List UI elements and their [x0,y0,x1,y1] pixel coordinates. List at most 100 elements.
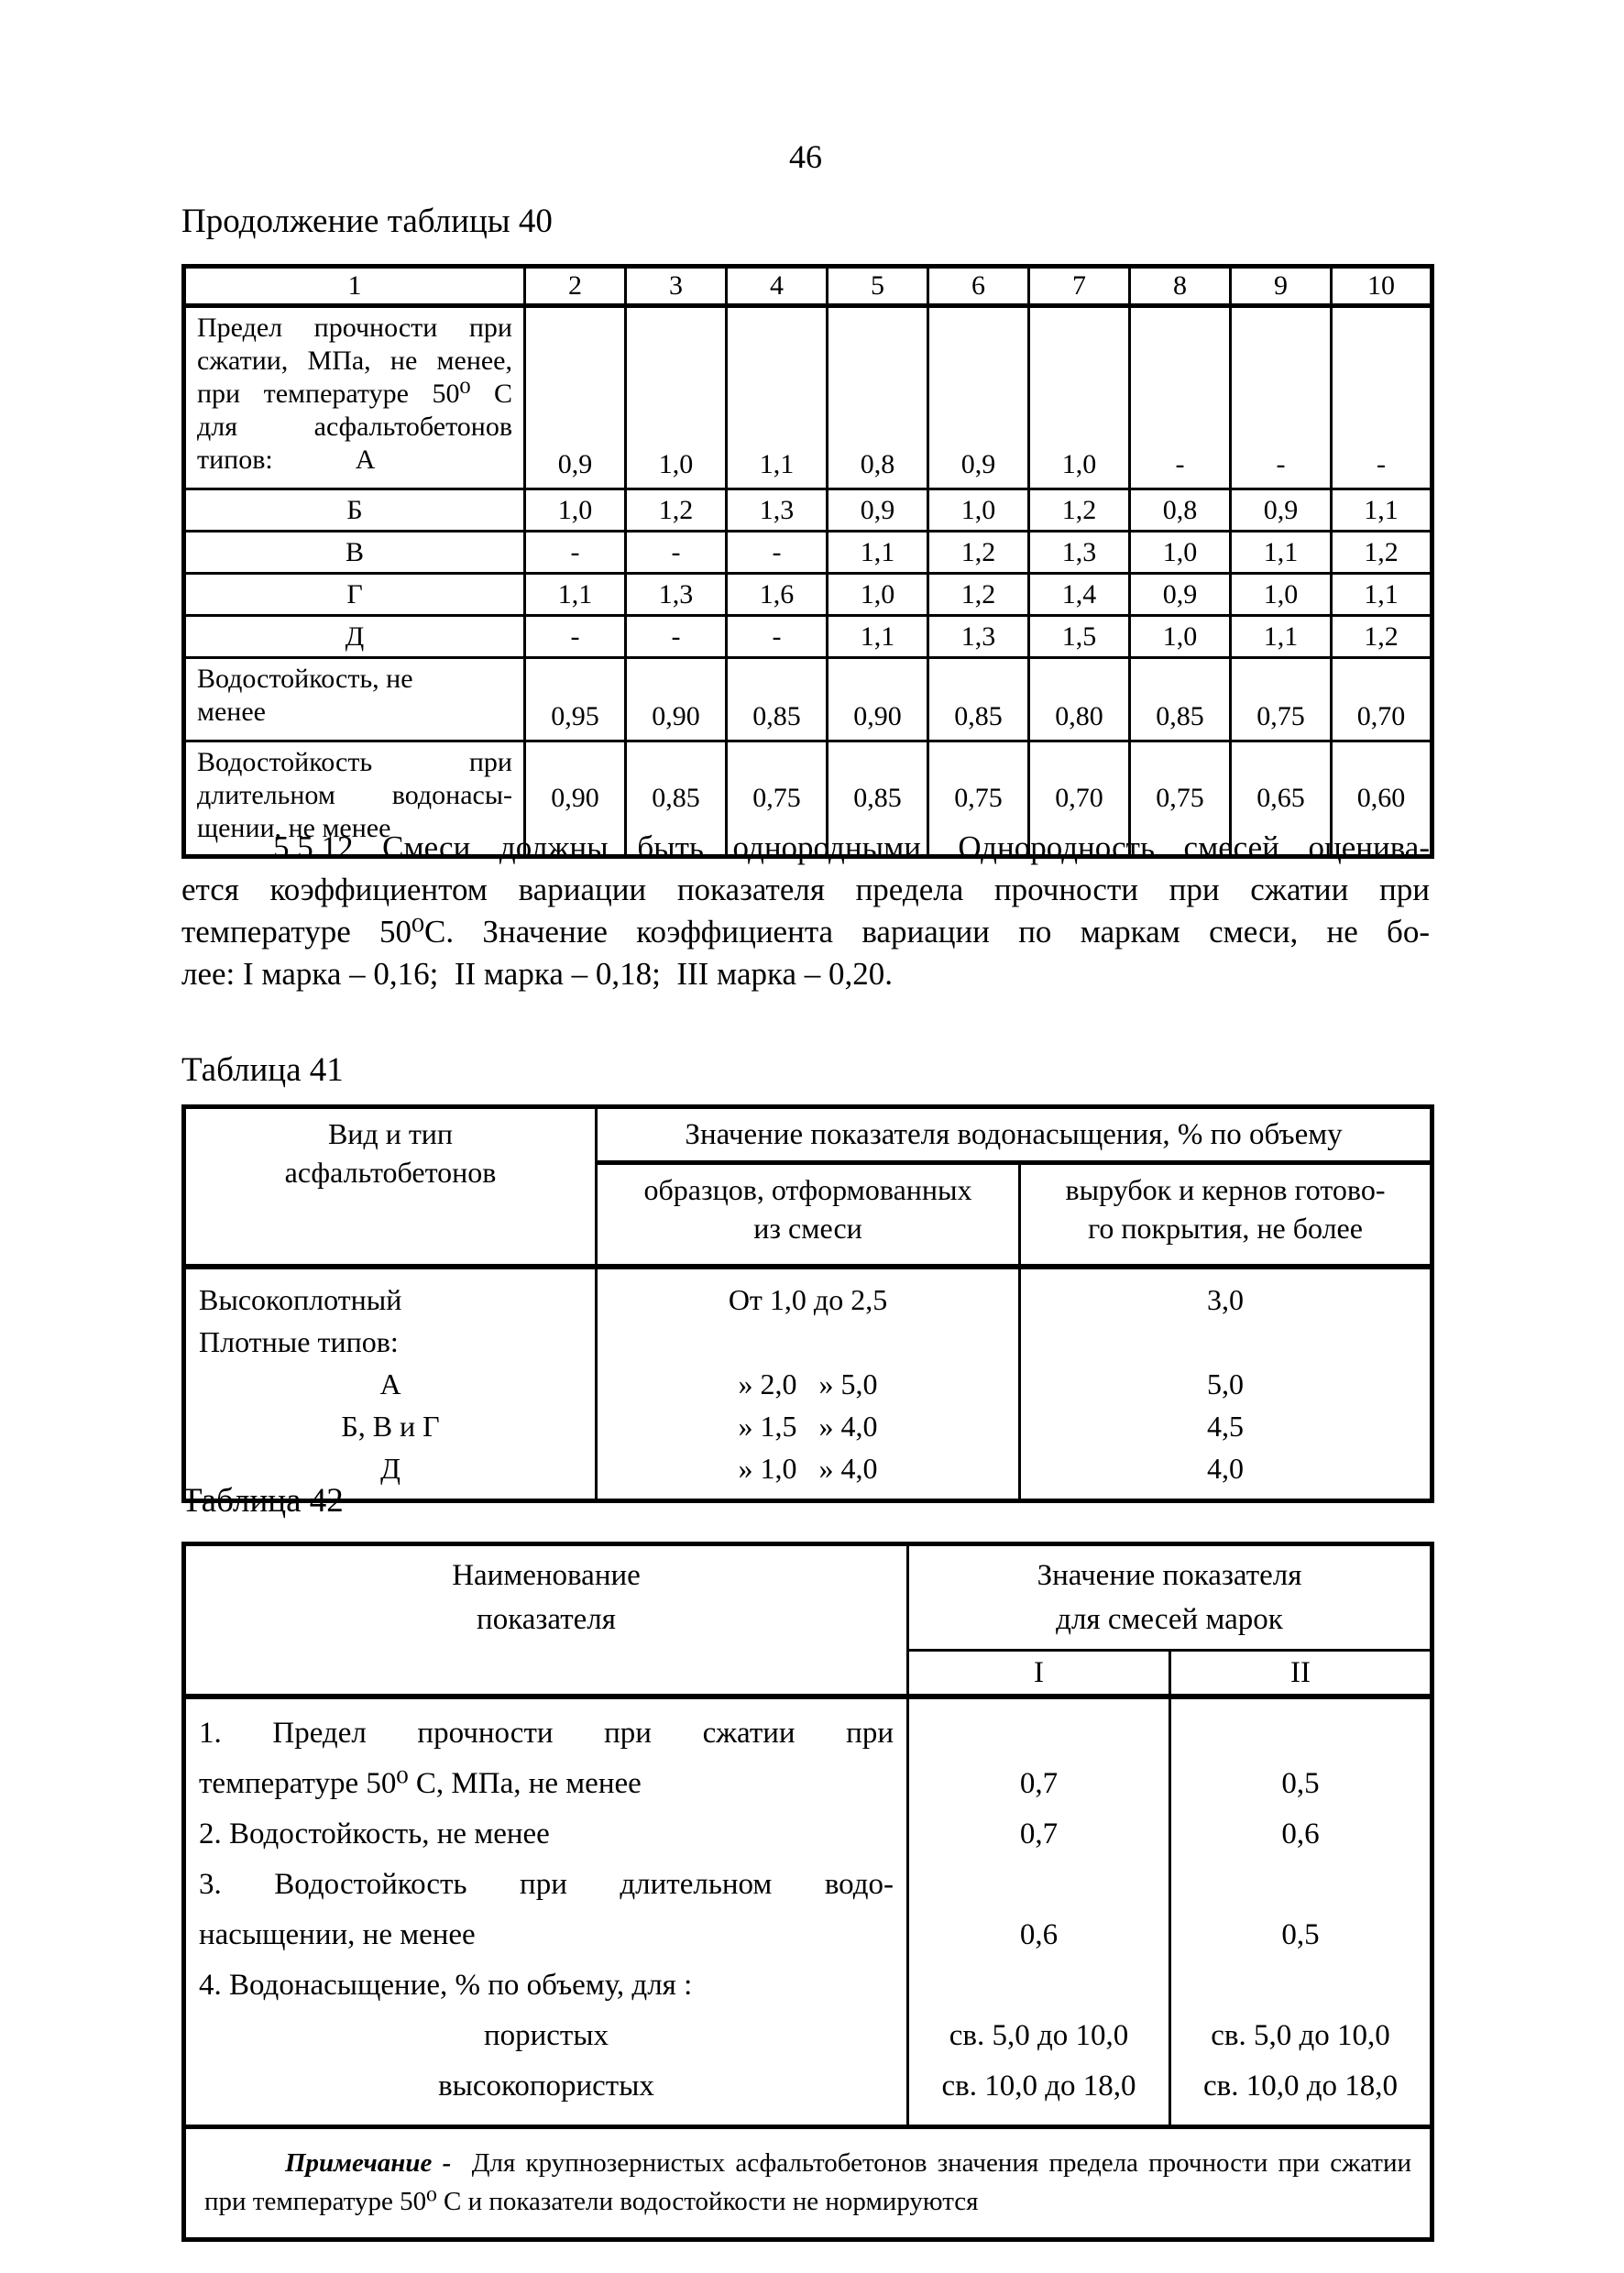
table40-value-cell: 0,8 [826,304,929,490]
table40-value-cell: 1,1 [725,304,828,490]
table40-column-number: 8 [1128,265,1232,308]
table40-value-cell: 1,0 [1229,572,1333,617]
table40-row-label: Предел прочности при сжатии, МПа, не мене… [182,304,526,490]
table40-value-cell: 0,9 [1229,488,1333,533]
table40-value-cell: - [1229,304,1333,490]
table-line: насыщении, не менее [199,1918,476,1951]
table40-row-label: Д [182,614,526,659]
table-line: Б, В и Г [341,1410,440,1443]
table42-body-row: 1. Предел прочности при сжатии при темпер… [182,1695,1433,2128]
table-line: сжатии, МПа, не менее, [197,346,512,376]
table40-value-cell: 1,4 [1027,572,1131,617]
table40-row: Б 1,0 1,2 1,3 0,9 1,0 1,2 0,8 0,9 1,1 [182,488,1433,533]
table-line: Предел прочности при [197,313,512,343]
paragraph-5-5-12: 5.5.12 Смеси должны быть однородными. Од… [181,827,1430,995]
table41-header-row: Вид и тип асфальтобетонов Значение показ… [182,1105,1434,1269]
table-line: » 1,5 » 4,0 [738,1410,878,1443]
table40-value-cell: 1,0 [624,304,728,490]
table40-value-cell: - [725,614,828,659]
table-line: 0,7 [1019,1817,1059,1850]
table40-row: Водостойкость при длительном водонасы-щен… [182,740,1433,858]
table40-value-cell: 0,75 [1128,740,1232,858]
table-line: 4,5 [1207,1410,1244,1443]
table40-value-cell: 1,0 [826,572,929,617]
table40-value-cell: 1,2 [1330,530,1433,575]
table-line: Д [345,620,365,652]
table40-row: Г 1,1 1,3 1,6 1,0 1,2 1,4 0,9 1,0 1,1 [182,572,1433,617]
table40-column-number: 2 [523,265,627,308]
table-line: св. 10,0 до 18,0 [1202,2070,1399,2103]
table40-value-cell: 0,75 [725,740,828,858]
table40-row: Предел прочности при сжатии, МПа, не мене… [182,304,1433,490]
table-line: От 1,0 до 2,5 [728,1283,888,1316]
table-line: 0,7 [1019,1767,1059,1800]
table42-subheader-mark-I: I [906,1649,1171,1699]
table-line: » 1,0 » 4,0 [738,1452,878,1485]
table40-value-cell: 0,9 [1128,572,1232,617]
header-line: образцов, отформованных [643,1173,972,1206]
table40-value-cell: - [523,530,627,575]
table-line: 3. Водостойкость при длительном водо- [199,1868,894,1901]
note-text: Для крупнозернистых асфальтобетонов знач… [471,2148,1412,2178]
table41-body-col2: От 1,0 до 2,5 » 2,0 » 5,0 » 1,5 » 4,0 » 1,… [595,1265,1021,1502]
table42: Наименование показателя Значение показат… [181,1542,1434,2242]
table41-subheader-row: образцов, отформованных из смеси вырубок… [184,1161,1434,1269]
table40-caption: Продолжение таблицы 40 [181,203,553,240]
table40-row: Д - - -1,1 1,3 1,5 1,0 1,1 1,2 [182,614,1433,659]
table-line [922,1960,1156,2011]
table-line: Водостойкость при [197,747,512,777]
table-line: типов: А [197,445,376,475]
table-line [922,1860,1156,1910]
table40-value-cell: 1,1 [1229,614,1333,659]
table-line: для асфальтобетонов [197,412,512,442]
table-line: при температуре 50⁰ С [197,379,512,409]
table41-body-col3: 3,0 5,0 4,5 4,0 [1017,1265,1434,1502]
table42-caption: Таблица 42 [181,1482,344,1520]
table41: Вид и тип асфальтобетонов Значение показ… [181,1104,1435,1503]
table40-column-number: 5 [826,265,929,308]
table40-row: Водостойкость, не менее 0,95 0,90 0,85 0,90 0,… [182,656,1433,742]
table40-value-cell: 1,3 [1027,530,1131,575]
table40-value-cell: 0,75 [927,740,1030,858]
table40-value-cell: 1,3 [624,572,728,617]
table40-value-cell: 0,90 [523,740,627,858]
table40-header-row: 1 2 3 4 5 6 7 8 9 10 [182,265,1433,308]
table-line: щении, не менее [197,813,391,843]
table-line: высокопористых [438,2070,654,2103]
table40-value-cell: 1,0 [1027,304,1131,490]
table-line: Д [380,1452,401,1485]
table41-col1-header: Вид и тип асфальтобетонов [182,1105,598,1269]
table40-value-cell: 0,9 [523,304,627,490]
header-line: го покрытия, не более [1088,1212,1363,1245]
table42-subheader-mark-II: II [1169,1649,1433,1699]
table40-value-cell: 1,5 [1027,614,1131,659]
table-line: 0,5 [1281,1767,1320,1800]
table40-value-cell: 1,3 [725,488,828,533]
table-line: 1. Предел прочности при сжатии при [199,1717,894,1750]
table40-column-number: 6 [927,265,1030,308]
table-line: 2. Водостойкость, не менее [199,1817,550,1850]
table-line: 5,0 [1207,1367,1244,1400]
table-line [610,1321,1005,1363]
header-line: вырубок и кернов готово- [1065,1173,1386,1206]
header-line: асфальтобетонов [284,1156,497,1189]
table40-column-number: 1 [182,265,526,308]
table40-row-label: Водостойкость при длительном водонасы-щен… [182,740,526,858]
table-line: св. 5,0 до 10,0 [1211,2019,1390,2052]
table-line: Б [346,494,363,525]
table-line: А [379,1367,401,1400]
table42-span-header: Значение показателя для смесей марок [906,1543,1433,1652]
table40-column-number: 7 [1027,265,1131,308]
table-line [1034,1321,1417,1363]
header-line: показателя [477,1603,616,1636]
table42-header-row: Наименование показателя Значение показат… [182,1543,1433,1699]
table40-value-cell: 0,8 [1128,488,1232,533]
table40-row-label: Водостойкость, не менее [182,656,526,742]
table-line: 3,0 [1207,1283,1244,1316]
table41-subheader-samples: образцов, отформованных из смеси [595,1161,1021,1269]
table40-value-cell: 0,90 [826,656,929,742]
paragraph-line: лее: I марка – 0,16; II марка – 0,18; II… [181,956,893,992]
table40-value-cell: 1,1 [1229,530,1333,575]
table42-col1-header: Наименование показателя [182,1543,909,1699]
table40-value-cell: 0,95 [523,656,627,742]
